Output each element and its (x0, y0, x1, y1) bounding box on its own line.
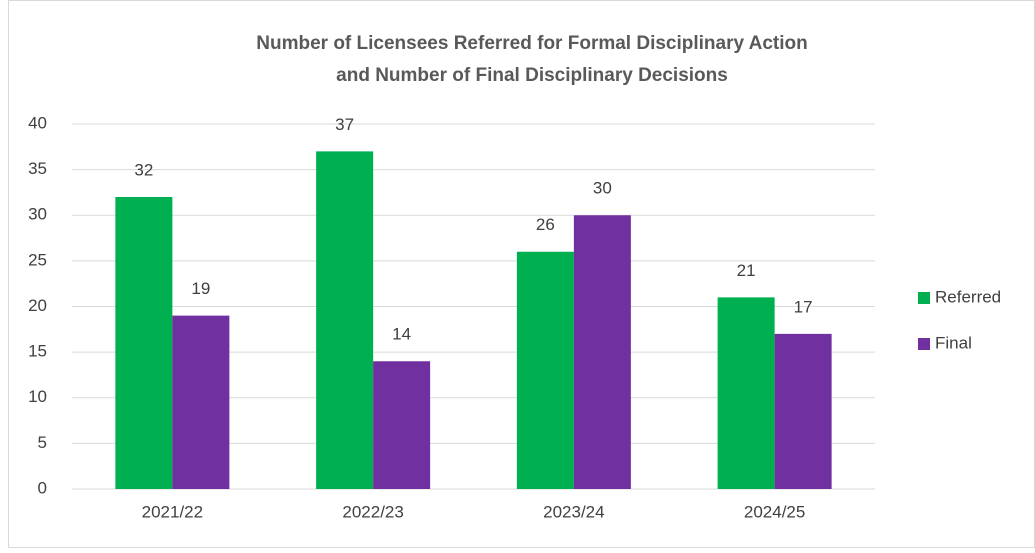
data-label: 32 (134, 160, 153, 179)
bar (717, 297, 775, 489)
x-tick-label: 2024/25 (744, 502, 805, 521)
data-label: 19 (191, 279, 210, 298)
bar (172, 315, 230, 489)
y-tick-label: 15 (28, 342, 47, 361)
x-tick-label: 2023/24 (543, 502, 604, 521)
x-tick-label: 2021/22 (142, 502, 203, 521)
legend-swatch (918, 292, 930, 304)
legend-swatch (918, 338, 930, 350)
data-label: 17 (794, 297, 813, 316)
y-tick-label: 10 (28, 387, 47, 406)
y-tick-label: 5 (38, 433, 47, 452)
bar (573, 215, 631, 489)
chart-title: and Number of Final Disciplinary Decisio… (336, 65, 728, 86)
data-label: 26 (536, 215, 555, 234)
bar (516, 251, 574, 489)
y-tick-label: 40 (28, 113, 47, 132)
chart-title: Number of Licensees Referred for Formal … (256, 33, 808, 54)
y-tick-label: 20 (28, 296, 47, 315)
y-tick-label: 25 (28, 250, 47, 269)
bar (115, 197, 173, 489)
legend-label: Final (935, 333, 972, 352)
data-label: 37 (335, 115, 354, 134)
y-tick-label: 35 (28, 159, 47, 178)
bar (316, 151, 374, 489)
legend-label: Referred (935, 287, 1001, 306)
data-label: 14 (392, 325, 411, 344)
data-label: 21 (737, 261, 756, 280)
data-label: 30 (593, 179, 612, 198)
y-tick-label: 30 (28, 205, 47, 224)
y-tick-label: 0 (38, 478, 47, 497)
bar (373, 361, 431, 489)
bar (774, 333, 832, 489)
x-tick-label: 2022/23 (342, 502, 403, 521)
